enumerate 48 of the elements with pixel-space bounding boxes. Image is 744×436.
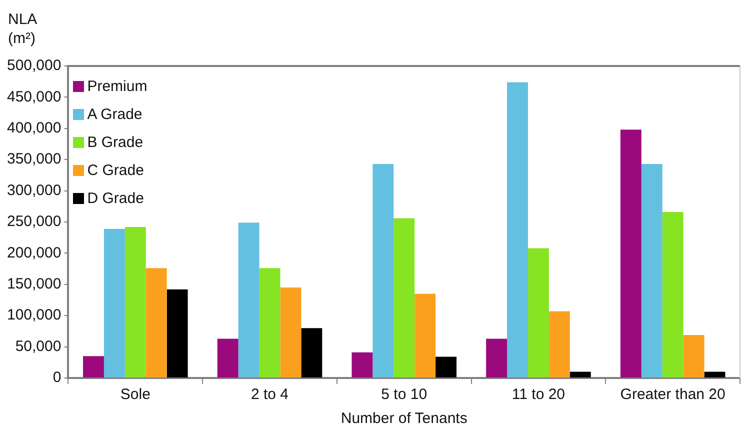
legend-label: D Grade (87, 190, 144, 206)
y-tick-label: 50,000 (15, 338, 62, 355)
bar (124, 226, 146, 378)
y-tick-label: 250,000 (6, 213, 62, 230)
y-tick-label: 500,000 (6, 57, 62, 74)
y-tick-label: 400,000 (6, 120, 62, 137)
bar (394, 218, 415, 378)
bar (414, 294, 436, 378)
bar (83, 356, 104, 378)
y-tick-label: 350,000 (6, 150, 62, 168)
bar (301, 328, 322, 378)
bar (259, 268, 280, 378)
x-tick-label: 2 to 4 (250, 386, 289, 404)
bar (662, 212, 684, 378)
y-axis-title: NLA (m²) (8, 10, 38, 48)
legend-label: C Grade (87, 162, 144, 178)
bar (146, 268, 167, 378)
x-tick-label: Sole (120, 386, 150, 404)
y-tick-label: 100,000 (6, 306, 62, 324)
x-tick-label: 11 to 20 (512, 386, 566, 404)
bar (620, 130, 642, 378)
y-tick-label: 450,000 (6, 88, 62, 106)
bar (507, 82, 528, 378)
bar (238, 222, 260, 378)
bar (280, 288, 302, 378)
bar (570, 372, 591, 378)
bar (104, 228, 125, 378)
legend-label: A Grade (87, 106, 142, 122)
y-tick-label: 200,000 (6, 244, 62, 262)
bar (641, 164, 662, 378)
legend-label: Premium (87, 78, 148, 94)
bar (704, 372, 726, 378)
bar (548, 311, 570, 378)
x-axis-title: Number of Tenants (340, 410, 468, 428)
bar (166, 289, 188, 378)
x-tick-label: 5 to 10 (381, 386, 428, 404)
bar (528, 248, 549, 378)
y-tick-label: 150,000 (6, 276, 62, 293)
bar (436, 356, 457, 378)
x-tick-label: Greater than 20 (620, 386, 726, 404)
bar (486, 338, 508, 378)
legend-label: B Grade (87, 134, 144, 150)
bar (217, 338, 238, 378)
y-tick-label: 300,000 (6, 182, 62, 199)
bar (372, 164, 394, 378)
y-tick-label: 0 (52, 369, 62, 386)
bar (352, 352, 373, 378)
bar (683, 334, 704, 378)
